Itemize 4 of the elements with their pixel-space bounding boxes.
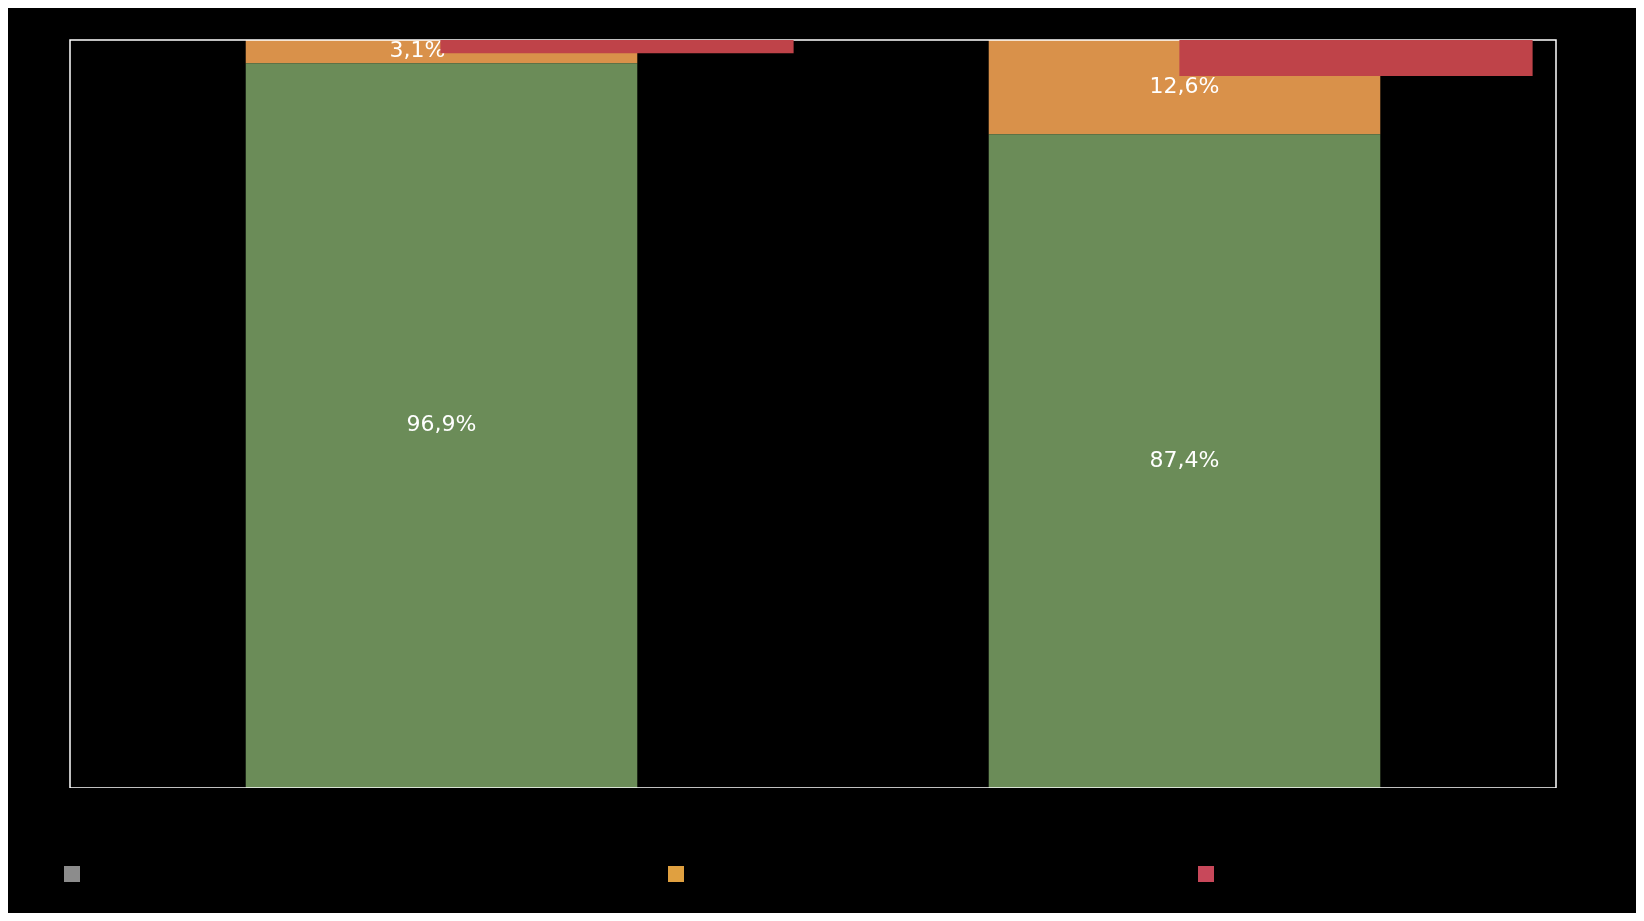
data-label: 12,6% (1149, 72, 1220, 98)
data-label: 96,9% (406, 411, 477, 437)
data-label: 87,4% (1149, 446, 1220, 472)
data-label: 3,1% (389, 37, 446, 63)
